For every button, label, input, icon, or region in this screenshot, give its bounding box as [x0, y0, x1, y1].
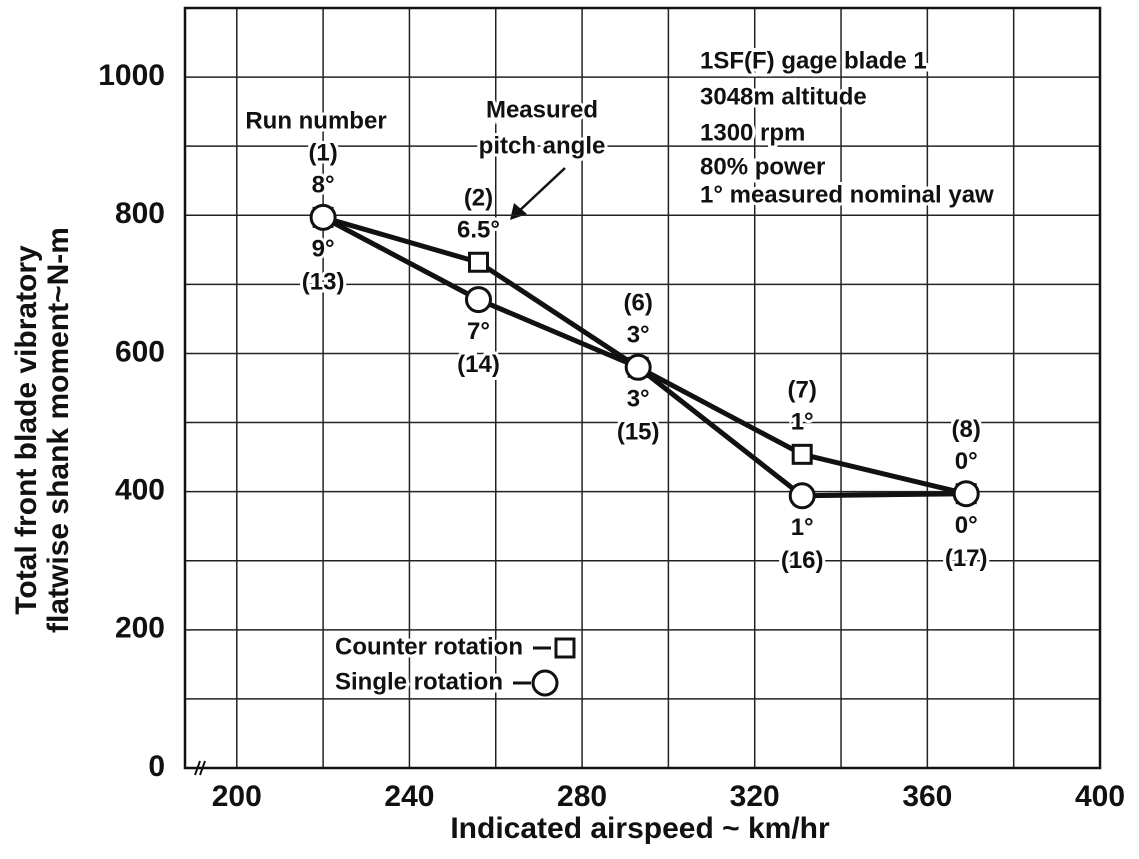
- annotation: Measured: [486, 96, 598, 123]
- y-tick-label: 400: [115, 474, 165, 507]
- pitch-label: 1°: [791, 409, 814, 436]
- marker: [531, 669, 559, 697]
- y-tick-label: 600: [115, 335, 165, 368]
- pitch-label: 7°: [467, 318, 490, 345]
- marker: [791, 443, 813, 465]
- x-tick-label: 240: [384, 780, 434, 813]
- run-label: (2): [464, 185, 493, 212]
- y-tick-label: 0: [148, 750, 165, 783]
- marker: [788, 482, 816, 510]
- run-label: (8): [952, 416, 981, 443]
- plot-frame: [183, 6, 1102, 770]
- run-label: (14): [457, 351, 500, 378]
- y-tick-label: 800: [115, 197, 165, 230]
- legend-label: Single rotation: [335, 668, 503, 695]
- annotation: pitch angle: [479, 132, 606, 159]
- note: 1300 rpm: [700, 119, 805, 146]
- marker: [952, 480, 980, 508]
- pitch-label: 1°: [791, 514, 814, 541]
- marker: [467, 251, 489, 273]
- x-tick-label: 280: [557, 780, 607, 813]
- note: 1° measured nominal yaw: [700, 181, 994, 208]
- marker: [624, 353, 652, 381]
- marker: [554, 637, 576, 659]
- marker: [309, 203, 337, 231]
- run-label: (6): [624, 290, 653, 317]
- legend-label: Counter rotation: [335, 633, 523, 660]
- y-tick-label: 200: [115, 612, 165, 645]
- y-tick-label: 1000: [98, 59, 165, 92]
- note: 3048m altitude: [700, 83, 867, 110]
- run-label: (1): [308, 140, 337, 167]
- x-tick-label: 200: [212, 780, 262, 813]
- pitch-label: 3°: [627, 386, 650, 413]
- pitch-arrow: [510, 167, 566, 220]
- run-label: (7): [788, 377, 817, 404]
- pitch-label: 8°: [312, 172, 335, 199]
- marker: [464, 286, 492, 314]
- pitch-label: 0°: [955, 448, 978, 475]
- y-axis-label: flatwise shank moment~N-m: [42, 227, 75, 633]
- pitch-label: 0°: [955, 512, 978, 539]
- x-axis-label: Indicated airspeed ~ km/hr: [450, 812, 830, 845]
- y-axis-label: Total front blade vibratory: [10, 245, 43, 615]
- run-label: (15): [617, 419, 660, 446]
- note: 80% power: [700, 153, 825, 180]
- x-tick-label: 400: [1075, 780, 1125, 813]
- run-label: (13): [302, 269, 345, 296]
- x-tick-label: 360: [902, 780, 952, 813]
- pitch-label: 9°: [312, 236, 335, 263]
- annotation: Run number: [245, 107, 386, 134]
- run-label: (17): [945, 545, 988, 572]
- note: 1SF(F) gage blade 1: [700, 47, 927, 74]
- pitch-label: 6.5°: [457, 217, 500, 244]
- pitch-label: 3°: [627, 322, 650, 349]
- x-tick-label: 320: [730, 780, 780, 813]
- run-label: (16): [781, 547, 824, 574]
